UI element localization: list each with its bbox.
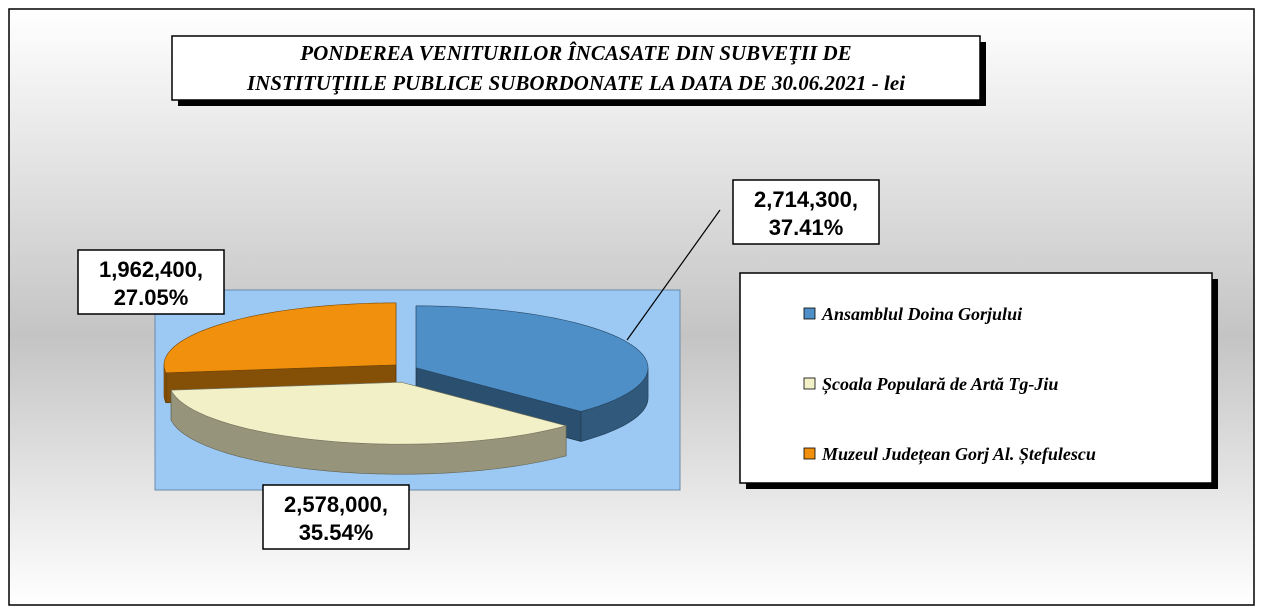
legend-label: Muzeul Județean Gorj Al. Ștefulescu — [821, 444, 1096, 465]
slice — [163, 302, 397, 374]
legend-swatch — [803, 377, 816, 390]
legend-entries: Ansamblul Doina Gorjului Școala Populară … — [803, 304, 1096, 465]
chart-title: INSTITUŢIILE PUBLICE SUBORDONATE LA DATA… — [246, 71, 905, 95]
data-labels: 2,714,300, 37.41% 2,578,000, 35.54% 1,962,40… — [77, 179, 880, 550]
data-label-box — [732, 179, 880, 245]
pie — [163, 302, 649, 475]
data-label: 35.54% — [299, 520, 374, 545]
legend-swatch — [803, 447, 816, 460]
slice — [170, 381, 568, 445]
data-label: 1,962,400, — [99, 257, 203, 282]
legend-label: Școala Populară de Artă Tg-Jiu — [822, 374, 1058, 395]
legend-swatch — [803, 307, 816, 320]
data-label-box — [262, 484, 410, 550]
chart-title: PONDEREA VENITURILOR ÎNCASATE DIN SUBVEŢ… — [299, 41, 851, 65]
data-label-box — [77, 249, 225, 315]
data-label: 37.41% — [769, 215, 844, 240]
legend — [739, 272, 1213, 484]
data-label: 2,578,000, — [284, 492, 388, 517]
data-label: 2,714,300, — [754, 187, 858, 212]
leader-line — [626, 209, 721, 341]
data-label: 27.05% — [114, 285, 189, 310]
legend-label: Ansamblul Doina Gorjului — [821, 304, 1022, 324]
slice — [415, 305, 649, 412]
title-box — [171, 35, 981, 101]
